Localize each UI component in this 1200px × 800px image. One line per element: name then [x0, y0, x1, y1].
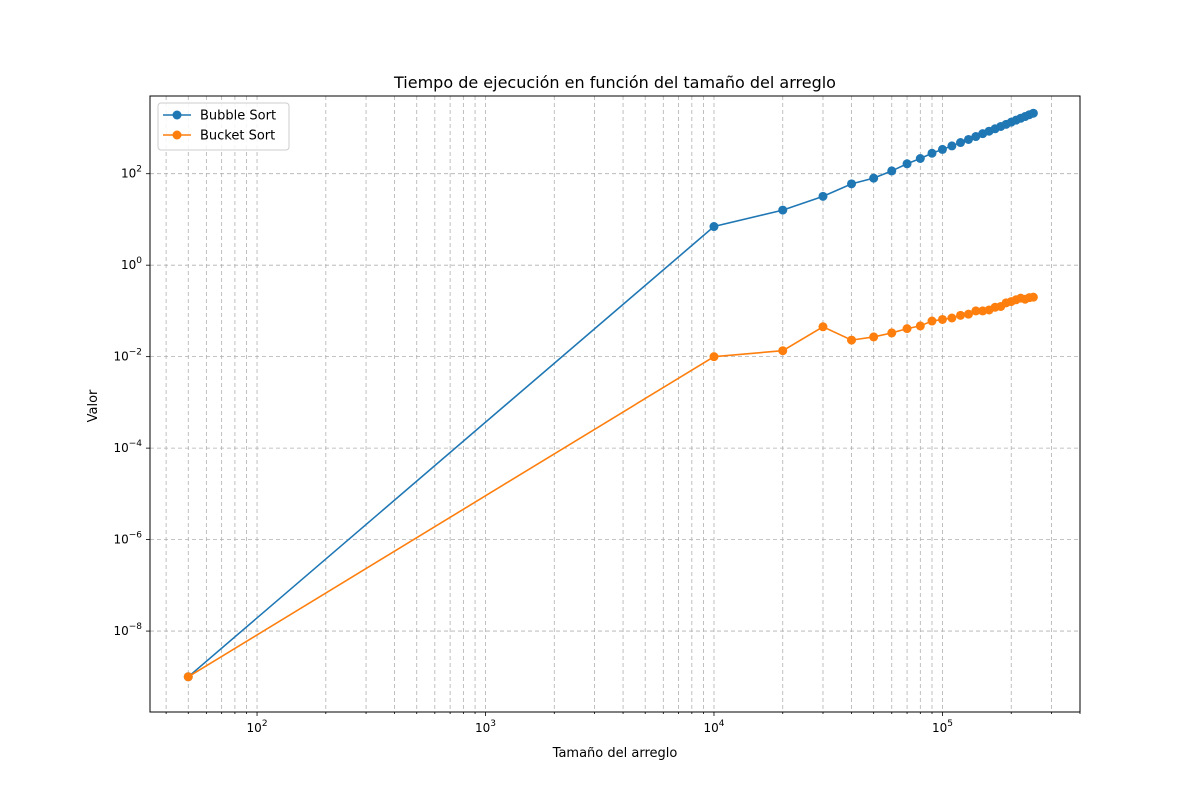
y-tick-label-exponent: −6 [129, 531, 143, 541]
data-point-bucket-sort [709, 352, 719, 362]
series-line-bucket-sort [187, 296, 1034, 678]
legend-marker-bubble-sort [172, 110, 182, 120]
data-point-bucket-sort [956, 310, 966, 320]
data-point-bubble-sort [887, 166, 897, 176]
x-axis-label: Tamaño del arreglo [552, 746, 678, 761]
data-point-bucket-sort [971, 306, 981, 316]
data-point-bucket-sort [1028, 292, 1038, 302]
y-tick-label-base: 10 [121, 167, 136, 181]
data-point-bucket-sort [818, 322, 828, 332]
y-tick-label: 10−2 [113, 348, 142, 364]
grid-layer [150, 96, 1081, 712]
y-tick-label-exponent: −2 [129, 348, 142, 358]
x-tick-label-base: 10 [475, 721, 490, 735]
y-tick-label-exponent: −8 [129, 622, 143, 632]
data-point-bucket-sort [183, 672, 193, 682]
y-tick-label: 100 [121, 256, 142, 272]
series-layer [183, 108, 1038, 682]
data-point-bubble-sort [902, 159, 912, 169]
data-point-bubble-sort [956, 138, 966, 148]
legend-marker-bucket-sort [172, 130, 182, 140]
x-tick-label-exponent: 3 [490, 719, 496, 729]
data-point-bubble-sort [869, 173, 879, 183]
data-point-bubble-sort [963, 134, 973, 144]
data-point-bucket-sort [847, 335, 857, 345]
x-tick-label-exponent: 4 [719, 719, 725, 729]
data-point-bubble-sort [778, 205, 788, 215]
data-point-bubble-sort [971, 132, 981, 142]
data-point-bucket-sort [947, 313, 957, 323]
series-bucket-sort [183, 292, 1038, 682]
x-tick-label: 104 [703, 719, 724, 735]
plot-frame [149, 95, 1081, 713]
data-point-bucket-sort [915, 321, 925, 331]
data-point-bubble-sort [915, 154, 925, 164]
data-point-bubble-sort [847, 179, 857, 189]
data-point-bubble-sort [927, 148, 937, 158]
y-axis-label: Valor [86, 389, 101, 422]
x-tick-label-base: 10 [703, 721, 718, 735]
x-tick-label-exponent: 5 [947, 719, 953, 729]
legend: Bubble Sort Bucket Sort [157, 102, 290, 151]
data-point-bucket-sort [887, 328, 897, 338]
series-bubble-sort [183, 108, 1038, 682]
y-tick-label: 10−6 [113, 531, 142, 547]
x-tick-label: 102 [247, 719, 268, 735]
data-point-bucket-sort [902, 324, 912, 334]
x-tick-label: 105 [932, 719, 953, 735]
x-tick-label-exponent: 2 [262, 719, 268, 729]
chart-title: Tiempo de ejecución en función del tamañ… [393, 73, 836, 92]
data-point-bucket-sort [963, 309, 973, 319]
y-tick-label-base: 10 [113, 624, 128, 638]
legend-label-bubble-sort: Bubble Sort [200, 109, 276, 124]
series-line-bubble-sort [187, 112, 1034, 678]
y-tick-label: 10−8 [113, 622, 142, 638]
x-tick-label-base: 10 [247, 721, 262, 735]
y-tick-label-exponent: 0 [136, 256, 142, 266]
data-point-bubble-sort [709, 222, 719, 232]
y-tick-label-base: 10 [121, 258, 136, 272]
data-point-bubble-sort [947, 141, 957, 151]
y-tick-label-base: 10 [113, 441, 128, 455]
data-point-bubble-sort [937, 144, 947, 154]
y-tick-label-base: 10 [113, 350, 128, 364]
y-tick-label-exponent: 2 [136, 165, 142, 175]
y-tick-label: 10−4 [113, 439, 142, 455]
y-tick-label-base: 10 [113, 533, 128, 547]
y-tick-label-exponent: −4 [129, 439, 143, 449]
y-tick-label: 102 [121, 165, 142, 181]
data-point-bucket-sort [937, 314, 947, 324]
data-point-bucket-sort [927, 316, 937, 326]
data-point-bubble-sort [1028, 108, 1038, 118]
legend-label-bucket-sort: Bucket Sort [200, 129, 275, 144]
x-tick-label-base: 10 [932, 721, 947, 735]
x-tick-label: 103 [475, 719, 496, 735]
data-point-bucket-sort [869, 332, 879, 342]
data-point-bucket-sort [778, 346, 788, 356]
data-point-bubble-sort [818, 191, 828, 201]
